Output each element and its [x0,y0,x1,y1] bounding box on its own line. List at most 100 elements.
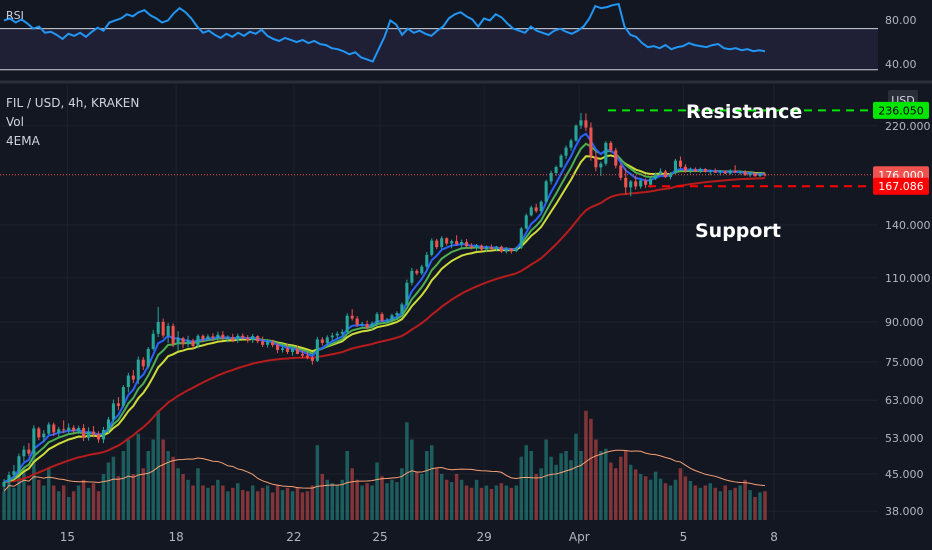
candle-body [161,321,165,336]
volume-bar [400,468,404,520]
volume-bar [484,485,489,520]
legend-ema[interactable]: 4EMA [6,134,41,148]
legend-pair: FIL / USD [6,96,60,110]
time-tick: 29 [477,530,492,544]
candle-body [584,120,588,128]
candle-body [181,338,185,345]
candle-body [290,348,295,352]
candle-body [390,315,394,320]
volume-bar [335,485,339,520]
candle-body [708,171,712,173]
candle-body [216,334,220,338]
candle-body [375,314,379,324]
candle-body [176,338,180,345]
candle-body [285,348,290,352]
volume-bar [599,451,603,520]
candle-body [435,240,439,248]
candle-body [370,323,374,328]
volume-bar [131,474,136,520]
price-tick: 140.000 [885,219,931,232]
volume-bar [609,462,613,520]
candle-body [445,238,449,244]
time-tick: 25 [372,530,387,544]
candle-body [22,449,26,457]
candle-body [67,427,71,431]
candle-body [280,348,285,351]
volume-bar [703,485,708,520]
volume-bar [156,410,160,520]
candle-body [465,241,469,247]
volume-bar [76,485,81,520]
candle-body [539,201,543,212]
support-annotation[interactable]: Support [695,220,781,242]
volume-bar [201,485,205,520]
rsi-label[interactable]: RSI [6,9,24,22]
support-price-tag [873,177,929,195]
candle-body [564,147,568,156]
price-tick: 110.000 [885,272,931,285]
candle-body [624,177,628,188]
candle-body [146,348,150,367]
candle-body [211,336,215,338]
candle-body [579,120,583,126]
candle-body [111,403,115,420]
candle-body [335,333,339,336]
candle-body [241,335,245,338]
ema-slow-line [3,177,766,484]
candlestick-series[interactable] [2,112,767,491]
volume-bar [91,483,96,520]
volume-bar [743,479,747,520]
price-tick: 45.000 [885,468,924,481]
volume-bar [648,479,653,520]
volume-bar [633,469,638,520]
candle-body [609,142,613,151]
volume-bar [7,479,11,520]
volume-bar [494,485,499,520]
candle-body [440,238,444,248]
volume-bar [216,479,220,520]
candle-body [455,241,459,245]
time-axis[interactable]: 15 18 22 25 29 Apr 5 8 [0,521,932,550]
volume-bar [231,487,235,520]
candle-body [266,341,270,345]
candle-body [191,340,195,346]
volume-bar [56,491,61,520]
legend-symbol[interactable]: FIL / USD, 4h, KRAKEN [6,96,139,110]
candle-body [320,339,324,343]
candle-body [345,315,349,332]
candle-body [758,174,762,177]
candle-body [604,142,608,164]
volume-bar [434,468,439,520]
candle-body [748,173,752,176]
candle-body [246,337,250,340]
rsi-pane[interactable]: RSI 80.00 40.00 [0,2,917,71]
volume-bar [42,485,46,520]
volume-bar [728,490,732,520]
candle-body [594,156,598,168]
resistance-price-tag [873,101,929,119]
legend-sep-2: , [83,96,91,110]
candle-body [305,355,309,358]
volume-bar [206,487,210,520]
legend-vol[interactable]: Vol [6,115,24,129]
candle-body [226,337,230,339]
volume-bar [504,485,509,520]
candle-body [330,335,334,338]
volume-bar [295,487,300,520]
volume-bar [604,448,608,520]
price-tick: 63.000 [885,394,924,407]
time-tick: 5 [680,530,688,544]
rsi-tick-80: 80.00 [885,14,917,27]
candle-body [365,323,369,328]
candle-body [614,150,618,166]
candle-body [504,248,508,252]
candle-body [718,171,722,173]
volume-bar [723,485,727,520]
candle-body [470,246,474,248]
volume-bar [718,491,722,520]
volume-bar [708,483,713,520]
resistance-annotation[interactable]: Resistance [686,101,802,123]
price-axis[interactable]: 220.000 140.000 110.000 90.000 75.000 63.000 5… [873,84,932,520]
candle-body [678,160,682,167]
